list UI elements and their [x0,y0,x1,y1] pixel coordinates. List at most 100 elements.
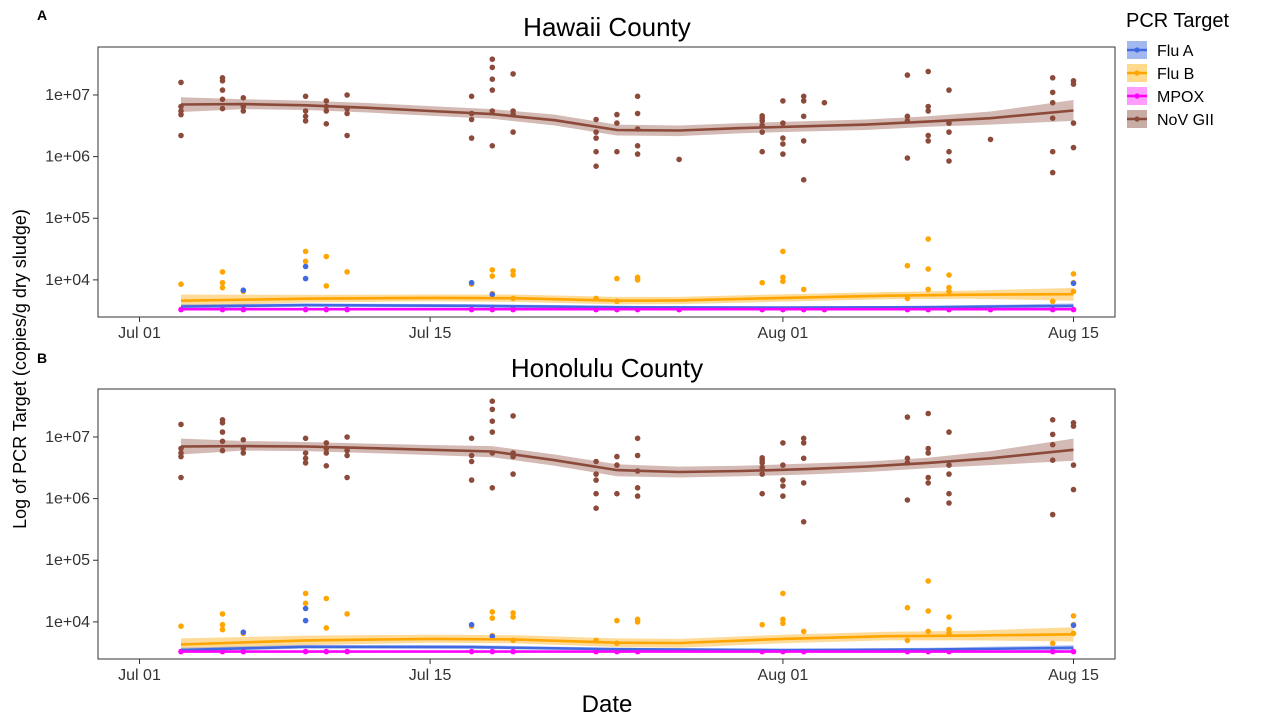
data-point-nov-gii [925,474,931,481]
data-point-flu-b [489,273,496,279]
data-point-nov-gii [800,519,807,525]
data-point-nov-gii [593,471,599,477]
data-point-nov-gii [946,129,952,135]
axes-hawaii-county: Jul 01 Jul 15 Aug 01 Aug 15 1e+04 1e+05 1e+06 1… [45,87,1099,342]
data-point-flu-a [302,605,309,612]
data-point-nov-gii [323,463,330,469]
data-point-nov-gii [904,72,911,78]
data-point-flu-b [800,286,807,293]
data-point-nov-gii [780,483,786,489]
data-point-nov-gii [676,156,682,163]
data-point-flu-b [780,590,786,597]
plot-border-hawaii-county [97,46,1116,318]
data-point-nov-gii [800,93,807,100]
data-point-flu-b [1070,288,1077,295]
y-axis-title: Log of PCR Target (copies/g dry sludge) [10,209,30,529]
data-point-flu-b [323,283,330,289]
data-point-nov-gii [634,452,641,459]
data-point-nov-gii [904,155,911,161]
data-point-nov-gii [780,120,786,126]
data-point-nov-gii [219,87,226,93]
data-point-flu-b [1070,271,1077,277]
x-tick-label: Jul 15 [409,667,452,684]
data-point-nov-gii [634,435,641,442]
legend-label-mpox: MPOX [1157,89,1204,106]
data-point-nov-gii [344,452,350,459]
data-point-nov-gii [489,406,496,413]
data-point-nov-gii [800,435,807,442]
data-point-nov-gii [780,98,786,104]
data-point-nov-gii [614,111,620,118]
panel-honolulu-county: B Honolulu County Jul 01 Jul 15 Aug 01 Aug … [37,350,1116,684]
data-point-nov-gii [925,138,931,144]
data-point-nov-gii [904,497,911,503]
data-point-nov-gii [468,452,475,459]
trend-line-flu-b-hawaii-county [180,292,1074,303]
data-point-nov-gii [759,129,765,135]
panel-title-honolulu-county: Honolulu County [511,353,703,383]
data-point-nov-gii [800,455,807,462]
data-point-nov-gii [759,471,765,477]
data-point-flu-b [323,253,330,260]
data-point-nov-gii [593,163,599,169]
data-point-flu-b [925,286,931,293]
data-point-nov-gii [302,450,309,456]
confidence-band-nov-gii-hawaii-county [181,97,1074,137]
legend-entry-mpox: MPOX [1127,87,1204,106]
data-point-nov-gii [489,143,496,149]
data-point-flu-b [323,625,330,631]
data-point-nov-gii [593,129,599,135]
data-point-flu-b [489,267,496,273]
data-point-nov-gii [323,121,330,127]
data-point-nov-gii [468,435,475,442]
data-point-nov-gii [634,151,641,157]
data-point-nov-gii [780,477,786,483]
data-point-nov-gii [1070,120,1077,126]
data-point-nov-gii [219,96,226,103]
data-point-flu-b [925,608,931,614]
trend-line-nov-gii-honolulu-county [180,444,1074,474]
data-point-nov-gii [178,132,184,139]
data-point-flu-b [780,278,786,285]
data-point-nov-gii [178,453,184,460]
data-point-flu-b [219,626,226,633]
data-point-nov-gii [800,113,807,120]
legend-key-point-nov-gii [1134,116,1140,122]
data-point-flu-a [468,279,475,286]
data-point-nov-gii [800,138,807,144]
data-point-flu-b [344,269,350,275]
data-point-nov-gii [634,93,641,100]
legend-entry-flu-a: Flu A [1127,41,1194,60]
data-point-nov-gii [1049,431,1056,438]
data-point-flu-b [634,277,641,283]
data-point-flu-b [510,272,516,278]
data-point-nov-gii [1049,89,1056,96]
data-point-nov-gii [614,490,620,497]
data-point-nov-gii [1049,457,1056,464]
data-point-nov-gii [780,462,786,468]
data-point-nov-gii [759,464,765,471]
data-point-nov-gii [780,440,786,446]
legend-label-nov-gii: NoV GII [1157,112,1214,129]
data-point-flu-b [1049,640,1056,647]
data-point-nov-gii [759,460,765,466]
data-point-flu-b [510,614,516,620]
data-point-nov-gii [510,71,516,77]
data-point-nov-gii [489,418,496,425]
data-point-nov-gii [614,462,620,468]
data-point-nov-gii [593,458,599,465]
data-point-nov-gii [178,111,184,118]
data-point-nov-gii [904,455,911,462]
data-point-flu-b [219,284,226,291]
data-point-flu-b [302,248,309,255]
data-point-nov-gii [1049,511,1056,518]
data-point-nov-gii [219,438,226,445]
data-point-flu-b [800,628,807,635]
data-point-nov-gii [1070,486,1077,493]
panel-hawaii-county: A Hawaii County Jul 01 Jul 15 Aug 01 Aug 15… [37,7,1116,342]
data-point-nov-gii [468,93,475,100]
legend-entry-nov-gii: NoV GII [1127,110,1214,129]
data-point-nov-gii [946,471,952,477]
legend: PCR Target Flu A Flu B MPOX NoV GII [1126,10,1229,129]
data-point-nov-gii [468,477,475,483]
